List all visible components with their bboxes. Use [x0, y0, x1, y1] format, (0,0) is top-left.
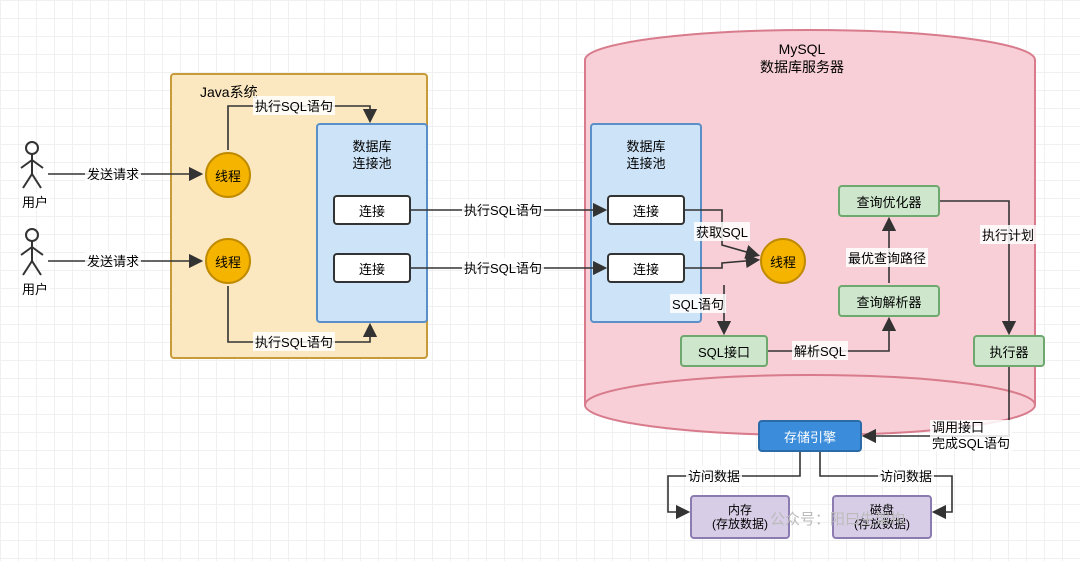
user-2-label: 用户	[20, 279, 50, 298]
executor: 执行器	[973, 335, 1045, 367]
mysql-thread-label: 线程	[770, 252, 796, 271]
access-1: 访问数据	[686, 466, 742, 485]
call-api: 调用接口 完成SQL语句	[930, 420, 1012, 451]
mysql-conn-2: 连接	[607, 253, 685, 283]
parser-label: 查询解析器	[856, 292, 921, 311]
parser: 查询解析器	[838, 285, 940, 317]
access-2: 访问数据	[878, 466, 934, 485]
mid-2: 执行SQL语句	[462, 258, 544, 277]
parse-sql: 解析SQL	[792, 341, 848, 360]
java-conn-1: 连接	[333, 195, 411, 225]
get-sql: 获取SQL	[694, 222, 750, 241]
mysql-thread: 线程	[760, 238, 806, 284]
optimizer-label: 查询优化器	[856, 192, 921, 211]
send-2: 发送请求	[85, 251, 141, 270]
exec-top: 执行SQL语句	[253, 96, 335, 115]
exec-bottom: 执行SQL语句	[253, 332, 335, 351]
thread-1: 线程	[205, 152, 251, 198]
java-conn-2: 连接	[333, 253, 411, 283]
sql-interface: SQL接口	[680, 335, 768, 367]
optimizer: 查询优化器	[838, 185, 940, 217]
thread-2-label: 线程	[215, 252, 241, 271]
mysql-pool-title: 数据库 连接池	[626, 139, 665, 173]
send-1: 发送请求	[85, 164, 141, 183]
java-conn-2-label: 连接	[359, 259, 385, 278]
thread-1-label: 线程	[215, 166, 241, 185]
mid-1: 执行SQL语句	[462, 200, 544, 219]
memory-label: 内存 (存放数据)	[712, 503, 768, 532]
exec-plan: 执行计划	[980, 225, 1036, 244]
mysql-conn-2-label: 连接	[633, 259, 659, 278]
sql-interface-label: SQL接口	[698, 342, 750, 361]
storage-engine: 存储引擎	[758, 420, 862, 452]
mysql-conn-1-label: 连接	[633, 201, 659, 220]
mysql-title: MySQL 数据库服务器	[760, 40, 844, 76]
storage-label: 存储引擎	[784, 427, 836, 446]
java-title: Java系统	[200, 82, 258, 102]
user-2-icon	[18, 227, 46, 277]
user-1-icon	[18, 140, 46, 190]
java-conn-1-label: 连接	[359, 201, 385, 220]
watermark: 公众号：阳曰生架构	[770, 508, 905, 529]
thread-2: 线程	[205, 238, 251, 284]
mysql-conn-1: 连接	[607, 195, 685, 225]
best-path: 最优查询路径	[846, 248, 928, 267]
java-pool-title: 数据库 连接池	[352, 139, 391, 173]
user-1-label: 用户	[20, 192, 50, 211]
executor-label: 执行器	[989, 342, 1028, 361]
sql-stmt: SQL语句	[670, 294, 726, 313]
